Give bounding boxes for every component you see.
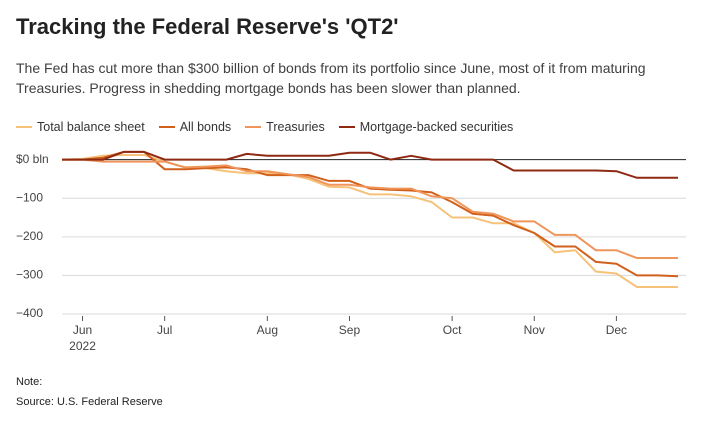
- series-line: [61, 154, 678, 288]
- y-tick-label: −100: [16, 190, 43, 204]
- series-line: [62, 150, 678, 179]
- legend-swatch: [16, 126, 32, 128]
- series-line: [62, 158, 678, 259]
- chart-subtitle: The Fed has cut more than $300 billion o…: [16, 60, 646, 96]
- y-tick-label: −200: [16, 229, 43, 243]
- legend: Total balance sheet All bonds Treasuries Mo…: [16, 120, 513, 134]
- legend-item: Total balance sheet: [16, 120, 145, 134]
- legend-label: Mortgage-backed securities: [359, 120, 514, 134]
- legend-label: Treasuries: [266, 120, 325, 134]
- x-tick-label: Oct: [442, 323, 462, 337]
- legend-label: All bonds: [179, 120, 232, 134]
- legend-swatch: [158, 126, 175, 128]
- x-tick-label: Nov: [523, 323, 545, 337]
- x-tick-label: Sep: [338, 323, 361, 337]
- y-tick-label: −300: [16, 268, 43, 282]
- legend-item: All bonds: [158, 120, 232, 134]
- legend-swatch: [338, 126, 355, 128]
- legend-label: Total balance sheet: [37, 120, 145, 134]
- x-tick-label: Jul: [156, 323, 173, 337]
- legend-swatch: [245, 126, 262, 128]
- x-tick-label: Jun 2022: [69, 323, 96, 353]
- source: Source: U.S. Federal Reserve: [16, 396, 163, 408]
- x-tick-label: Aug: [256, 323, 278, 337]
- legend-item: Treasuries: [245, 120, 325, 134]
- note: Note:: [16, 376, 43, 388]
- series-line: [62, 150, 679, 278]
- y-tick-label: −400: [16, 306, 43, 320]
- legend-item: Mortgage-backed securities: [338, 120, 514, 134]
- x-tick-label: Dec: [605, 323, 628, 337]
- y-tick-label: $0 bln: [16, 152, 49, 166]
- chart-title: Tracking the Federal Reserve's 'QT2': [16, 14, 399, 39]
